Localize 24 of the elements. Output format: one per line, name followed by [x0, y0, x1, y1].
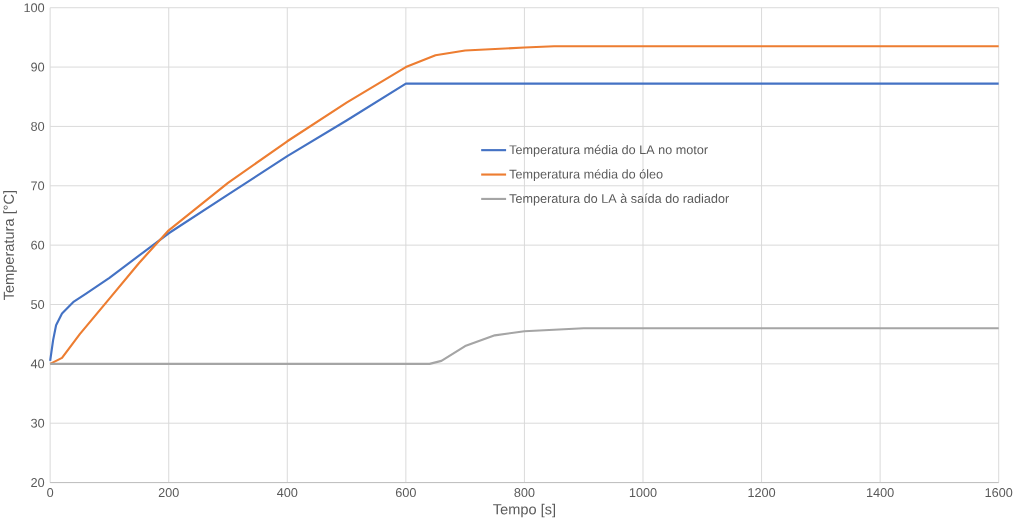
- x-tick-label: 200: [158, 488, 179, 498]
- y-tick-label: 80: [31, 122, 45, 132]
- legend-label: Temperatura média do óleo: [509, 169, 663, 182]
- x-axis-title: Tempo [s]: [493, 503, 556, 518]
- y-tick-label: 90: [31, 62, 45, 72]
- y-tick-label: 30: [31, 418, 45, 428]
- y-tick-label: 50: [31, 300, 45, 310]
- x-tick-label: 1400: [867, 488, 894, 498]
- x-tick-label: 1600: [985, 488, 1013, 498]
- x-tick-label: 1000: [629, 488, 657, 498]
- x-tick-label: 800: [514, 488, 535, 498]
- legend-label: Temperatura média do LA no motor: [509, 144, 708, 157]
- y-tick-label: 20: [31, 478, 45, 488]
- y-axis-title: Temperatura [°C]: [3, 191, 17, 301]
- y-tick-label: 100: [24, 3, 45, 13]
- line-series: [49, 327, 1000, 366]
- x-tick-label: 600: [395, 488, 416, 498]
- x-tick-label: 0: [47, 488, 54, 498]
- y-tick-label: 70: [31, 181, 45, 191]
- y-tick-label: 60: [31, 240, 45, 250]
- legend-label: Temperatura do LA à saída do radiador: [509, 193, 729, 206]
- x-tick-label: 400: [277, 488, 298, 498]
- y-tick-label: 40: [30, 359, 45, 369]
- x-tick-label: 1200: [748, 488, 776, 498]
